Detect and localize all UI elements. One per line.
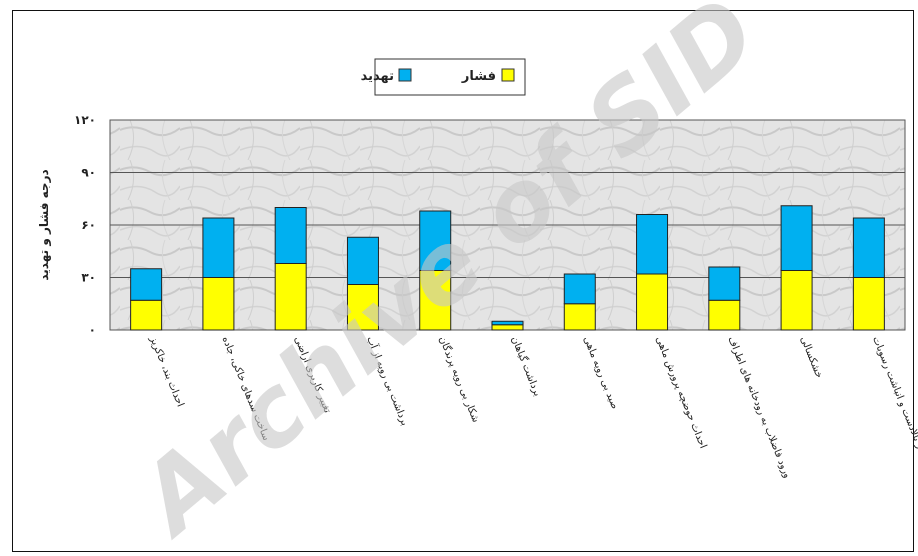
y-tick-label: ۶۰	[81, 218, 96, 232]
bar-threat	[491, 320, 524, 326]
bar-threat	[202, 217, 235, 278]
bar-pressure	[708, 299, 741, 331]
bar-pressure	[636, 273, 669, 331]
bar-pressure	[202, 277, 235, 331]
bar-pressure	[130, 299, 163, 331]
x-category-label: احداث بند، خاکریز	[147, 334, 186, 408]
bar-threat	[563, 273, 596, 305]
bar-pressure	[491, 324, 524, 331]
x-category-label: صید بی رویه ماهی	[581, 335, 620, 411]
x-category-label: شکار بی رویه پرندگان	[436, 335, 481, 425]
legend: فشار تهدید	[361, 58, 526, 96]
bar-threat	[130, 268, 163, 301]
y-axis-label: درجه فشار و تهدید	[37, 169, 52, 280]
x-category-label: خشکسالی	[798, 335, 825, 380]
legend-label-pressure: فشار	[461, 69, 496, 84]
legend-swatch-threat	[398, 68, 412, 82]
y-tick-label: ۳۰	[81, 271, 96, 285]
y-tick-label: ۰	[89, 323, 96, 337]
bar-pressure	[563, 303, 596, 331]
bar-threat	[708, 266, 741, 301]
y-tick-label: ۱۲۰	[74, 113, 96, 127]
bar-threat	[852, 217, 885, 278]
x-category-label: احداث حوضچه پرورش ماهی	[653, 335, 708, 450]
bar-pressure	[780, 270, 813, 331]
bar-threat	[780, 205, 813, 271]
legend-swatch-pressure	[501, 68, 515, 82]
bar-threat	[274, 207, 307, 264]
legend-label-threat: تهدید	[361, 69, 394, 84]
bar-threat	[346, 236, 379, 285]
x-category-label: فرسایش در بالادست و انباشت رسوبات	[870, 335, 918, 492]
x-category-label: برداشت گیاهان	[509, 335, 544, 398]
y-tick-label: ۹۰	[81, 166, 96, 180]
x-category-label: ورود فاضلاب به رودخانه های اطراف	[726, 335, 793, 480]
bar-threat	[636, 214, 669, 275]
bar-threat	[419, 210, 452, 271]
bar-pressure	[852, 277, 885, 331]
